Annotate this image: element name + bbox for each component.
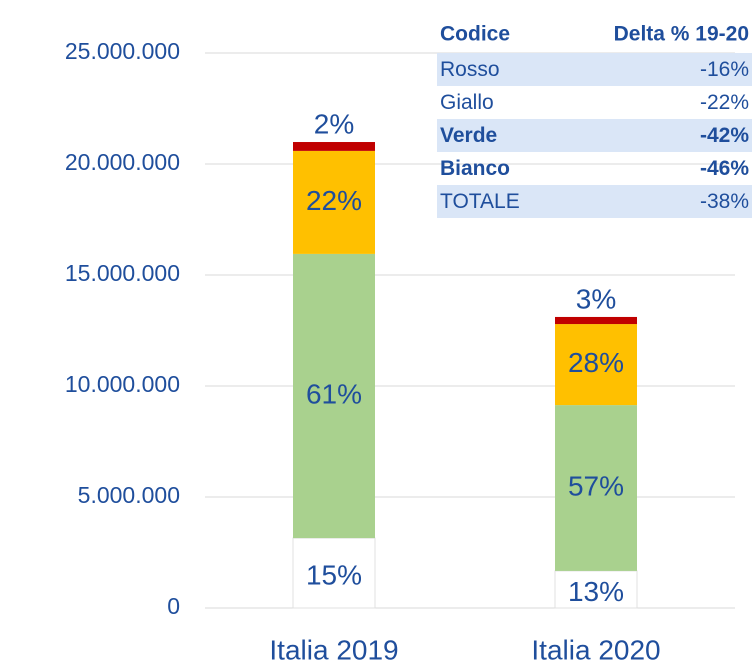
table-row-bg <box>437 119 752 152</box>
table-row-bg <box>437 53 752 86</box>
data-label: 2% <box>314 108 354 139</box>
y-tick-label: 0 <box>167 593 180 619</box>
data-label: 61% <box>306 378 362 409</box>
table-cell: -42% <box>700 124 749 147</box>
x-tick-label: Italia 2020 <box>531 634 660 665</box>
data-label: 3% <box>576 283 616 314</box>
data-label: 15% <box>306 559 362 590</box>
bar-segment <box>555 324 637 406</box>
table-cell: -46% <box>700 157 749 180</box>
bar-segment <box>293 142 375 151</box>
table-cell: Bianco <box>440 157 510 180</box>
bar-segment <box>292 537 376 609</box>
bar-segment <box>293 150 375 254</box>
y-tick-label: 20.000.000 <box>65 149 180 175</box>
table-cell: -22% <box>700 91 749 114</box>
y-tick-label: 5.000.000 <box>78 482 180 508</box>
table-header: Delta % 19-20 <box>614 23 749 46</box>
bar-segment <box>555 316 637 325</box>
table-header: Codice <box>440 23 510 46</box>
table-cell: Giallo <box>440 91 494 114</box>
y-tick-label: 25.000.000 <box>65 38 180 64</box>
data-label: 28% <box>568 347 624 378</box>
table-cell: Rosso <box>440 58 500 81</box>
table-cell: Verde <box>440 124 497 147</box>
table-cell: -38% <box>700 190 749 213</box>
y-tick-label: 15.000.000 <box>65 260 180 286</box>
x-tick-label: Italia 2019 <box>269 634 398 665</box>
data-label: 13% <box>568 576 624 607</box>
bar-segment <box>293 253 375 539</box>
bar-segment <box>555 405 637 571</box>
table-cell: -16% <box>700 58 749 81</box>
data-label: 22% <box>306 185 362 216</box>
y-tick-label: 10.000.000 <box>65 371 180 397</box>
data-label: 57% <box>568 470 624 501</box>
table-row-bg <box>437 185 752 218</box>
table-cell: TOTALE <box>440 190 520 213</box>
